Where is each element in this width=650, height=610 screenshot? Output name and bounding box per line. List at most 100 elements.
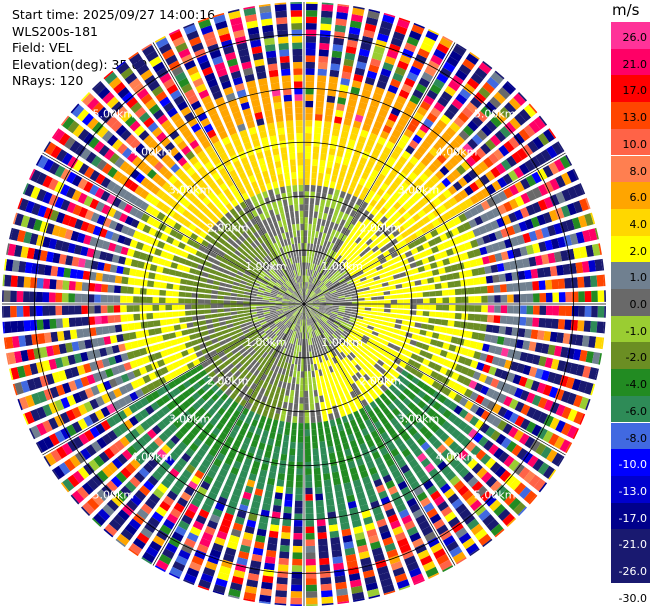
velocity-gate [482,364,491,374]
velocity-gate [308,217,313,225]
velocity-gate [107,315,115,324]
velocity-gate [498,273,507,283]
velocity-gate [325,262,330,270]
velocity-gate [379,130,390,140]
velocity-gate [383,335,391,342]
velocity-gate [411,193,421,202]
velocity-gate [540,149,552,162]
velocity-gate [397,266,405,273]
velocity-gate [311,370,316,378]
velocity-gate [464,412,474,423]
velocity-gate [346,279,354,285]
velocity-gate [350,290,358,294]
velocity-gate [113,314,121,323]
velocity-gate [352,120,362,129]
velocity-gate [450,264,459,272]
velocity-gate [293,520,303,527]
velocity-gate [114,324,123,333]
velocity-gate [284,499,293,507]
velocity-gate [366,160,375,169]
velocity-gate [441,131,452,143]
velocity-gate [305,326,307,333]
velocity-gate [374,249,382,257]
velocity-gate [302,339,304,346]
velocity-gate [349,316,357,321]
velocity-gate [317,532,327,540]
velocity-gate [336,274,343,280]
velocity-gate [412,166,422,177]
velocity-gate [555,420,566,433]
velocity-gate [341,270,348,276]
velocity-gate [384,220,393,228]
velocity-gate [390,299,398,304]
velocity-gate [364,293,371,298]
velocity-gate [224,287,232,292]
velocity-gate [322,388,328,396]
velocity-gate [306,304,314,306]
velocity-gate [488,232,497,242]
velocity-gate [336,254,343,262]
velocity-gate [412,213,421,222]
velocity-gate [584,213,594,226]
velocity-gate [291,578,303,585]
velocity-gate [423,264,432,271]
velocity-gate [304,236,308,244]
velocity-gate [498,325,507,335]
velocity-gate [497,177,508,189]
velocity-gate [479,352,488,362]
velocity-gate [262,304,269,306]
velocity-gate [121,323,129,332]
velocity-gate [398,347,407,355]
velocity-gate [403,264,411,271]
velocity-gate [447,219,456,229]
velocity-gate [404,350,413,358]
velocity-gate [48,292,56,303]
velocity-gate [320,285,327,290]
velocity-gate [526,293,534,303]
velocity-gate [500,251,509,261]
velocity-gate [335,238,341,246]
velocity-gate [292,545,303,553]
velocity-gate [324,292,331,296]
velocity-gate [494,346,503,356]
velocity-gate [328,257,334,264]
velocity-gate [340,249,347,257]
velocity-gate [187,273,195,280]
velocity-gate [307,236,311,244]
velocity-gate [443,200,453,210]
velocity-gate [477,267,486,276]
velocity-gate [74,293,82,303]
velocity-gate [304,345,307,352]
velocity-gate [316,291,323,296]
velocity-gate [466,368,476,378]
velocity-gate [385,254,393,262]
velocity-gate [332,302,340,304]
velocity-gate [296,468,303,475]
velocity-gate [548,386,559,399]
velocity-gate [62,280,70,291]
velocity-gate [285,487,294,495]
velocity-gate [512,223,522,234]
velocity-gate [306,249,310,257]
velocity-gate [461,305,469,312]
velocity-gate [176,264,185,271]
velocity-gate [470,72,484,85]
velocity-gate [498,451,510,464]
velocity-gate [404,42,417,53]
velocity-gate [333,37,345,46]
velocity-gate [582,365,592,379]
velocity-gate [403,293,411,299]
velocity-gate [281,447,288,455]
velocity-gate [480,143,492,155]
velocity-gate [268,302,276,304]
velocity-gate [272,419,279,427]
velocity-gate [103,336,112,345]
velocity-gate [318,211,323,219]
velocity-gate [426,190,437,200]
velocity-gate [415,341,424,349]
velocity-gate [323,374,329,382]
velocity-gate [368,242,377,249]
velocity-gate [398,239,407,247]
velocity-gate [344,312,351,317]
velocity-gate [134,322,142,330]
